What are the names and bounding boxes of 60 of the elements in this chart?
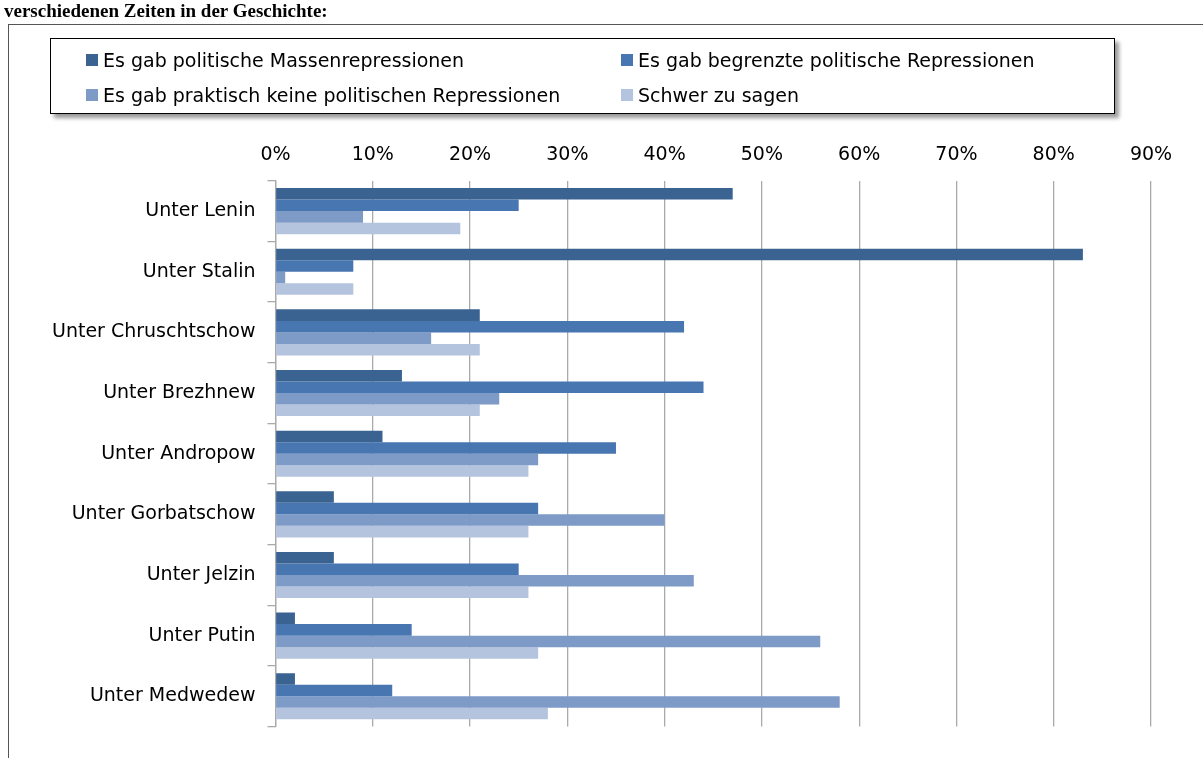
bar xyxy=(276,211,364,223)
bar xyxy=(276,707,548,720)
bar xyxy=(276,491,334,503)
bar xyxy=(276,332,432,344)
x-tick-label: 20% xyxy=(448,142,492,165)
y-tick-label: Unter Gorbatschow xyxy=(71,501,256,524)
bar xyxy=(276,320,685,333)
x-tick-label: 70% xyxy=(935,142,978,165)
x-tick-label: 30% xyxy=(546,142,589,165)
x-tick-label: 80% xyxy=(1032,142,1075,165)
bar xyxy=(276,551,334,564)
legend-label: Schwer zu sagen xyxy=(638,84,800,106)
bar xyxy=(276,612,295,625)
bar xyxy=(276,381,704,394)
bar xyxy=(276,404,480,417)
y-tick-label: Unter Medwedew xyxy=(89,683,256,706)
y-tick-label: Unter Jelzin xyxy=(146,561,256,584)
bar xyxy=(276,525,529,538)
bar xyxy=(276,370,402,382)
x-tick-label: 60% xyxy=(838,142,881,165)
bar xyxy=(276,260,354,272)
bar xyxy=(276,574,694,587)
bar xyxy=(276,684,393,697)
bar xyxy=(276,624,412,636)
bar xyxy=(276,586,529,599)
y-tick-label: Unter Stalin xyxy=(142,258,256,281)
bar xyxy=(276,393,500,405)
legend-label: Es gab praktisch keine politischen Repressionen xyxy=(103,84,561,106)
y-tick-label: Unter Chruschtschow xyxy=(51,319,256,342)
bar xyxy=(276,188,733,200)
bar xyxy=(276,502,539,515)
bar xyxy=(276,514,665,526)
bar xyxy=(276,647,539,659)
bar xyxy=(276,563,519,575)
bar xyxy=(276,673,295,685)
x-tick-label: 40% xyxy=(643,142,686,165)
bar xyxy=(276,696,840,708)
bar xyxy=(276,453,539,466)
bar xyxy=(276,248,1083,261)
y-tick-label: Unter Lenin xyxy=(145,198,256,221)
x-tick-label: 10% xyxy=(351,142,394,165)
bar xyxy=(276,635,821,648)
bar xyxy=(276,199,519,212)
bar xyxy=(276,465,529,477)
y-tick-label: Unter Putin xyxy=(148,622,256,645)
bar xyxy=(276,283,354,295)
x-tick-label: 0% xyxy=(260,142,291,165)
y-tick-label: Unter Brezhnew xyxy=(103,379,256,402)
bar xyxy=(276,222,461,235)
bar xyxy=(276,271,286,284)
bar xyxy=(276,442,616,454)
x-tick-label: 50% xyxy=(740,142,783,165)
bar xyxy=(276,343,480,356)
bar xyxy=(276,430,383,443)
bar xyxy=(276,309,480,321)
legend-label: Es gab politische Massenrepressionen xyxy=(103,49,465,71)
legend-label: Es gab begrenzte politische Repressionen xyxy=(638,49,1035,71)
x-tick-label: 90% xyxy=(1129,142,1173,165)
y-tick-label: Unter Andropow xyxy=(101,440,256,463)
chart-title: verschiedenen Zeiten in der Geschichte: xyxy=(4,0,328,22)
